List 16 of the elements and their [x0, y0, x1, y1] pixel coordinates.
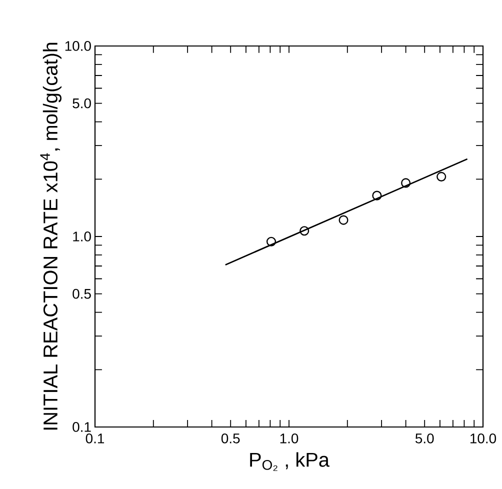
x-tick-label: 0.1	[86, 433, 104, 444]
point	[436, 172, 446, 182]
y-tick-label: 0.5	[72, 288, 91, 299]
x-axis-title: P$_{O₂}$ , kPa	[250, 452, 330, 471]
point	[300, 226, 310, 236]
point	[401, 178, 411, 188]
y-axis-title: INITIAL REACTION RATE x10$^{4}$, mol/g(cat)h	[40, 42, 62, 430]
x-tick-label: 10.0	[470, 433, 496, 444]
y-tick-label: 1.0	[73, 232, 91, 242]
x-tick-label: 5.0	[415, 433, 434, 444]
y-tick-label: 5.0	[72, 98, 91, 108]
x-tick-label: 1.0	[280, 433, 298, 444]
y-tick-label: 0.1	[72, 422, 91, 432]
point	[266, 236, 276, 246]
x-tick-label: 0.5	[221, 433, 240, 444]
y-tick-label: 10.0	[65, 41, 91, 51]
